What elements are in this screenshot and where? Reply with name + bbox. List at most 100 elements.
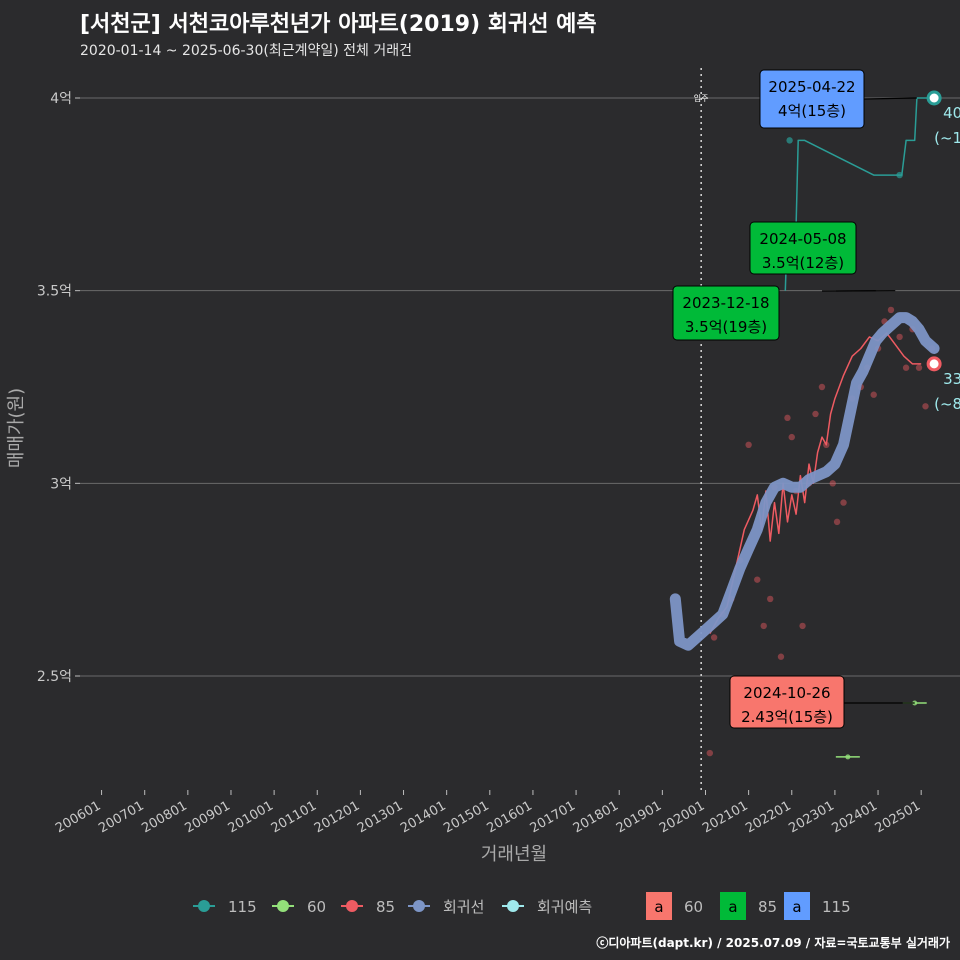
callout-value: 2.43억(15층): [741, 708, 833, 726]
data-point-85: [799, 622, 806, 630]
x-axis-label: 거래년월: [481, 844, 547, 865]
x-tick-label: 201501: [441, 798, 491, 836]
data-point-115: [896, 171, 903, 179]
data-point-85: [922, 403, 929, 410]
endpoint-layer: 40,000 (~115㎡) 33,063 (~85㎡): [926, 90, 960, 413]
y-tick-label: 4억: [50, 91, 72, 107]
callout-leader: [863, 97, 917, 100]
x-tick-label: 201601: [484, 798, 534, 836]
callout-value: 4억(15층): [778, 102, 846, 120]
legend-label: 115: [822, 898, 851, 916]
data-point-85: [760, 622, 767, 630]
endpoint-value-115: 40,000: [943, 104, 960, 122]
data-point-85: [710, 634, 718, 641]
data-point-85: [829, 480, 836, 487]
regression-line: [669, 312, 940, 651]
callout-box-60: [729, 675, 845, 729]
y-tick-label: 3.5억: [37, 284, 72, 300]
legend-label: 60: [684, 898, 703, 916]
x-axis-ticks: 2006012007012008012009012010012011012012…: [53, 790, 923, 836]
data-point-85: [833, 518, 841, 526]
data-point-85: [915, 364, 923, 371]
legend-point-swatch: [198, 900, 210, 912]
x-tick-label: 201101: [269, 798, 319, 836]
legend-point-swatch: [507, 900, 519, 912]
callout-value: 3.5억(19층): [685, 318, 767, 336]
legend-point-swatch: [413, 900, 425, 912]
endpoint-marker-85: [926, 356, 942, 372]
y-axis-label: 매매가(원): [6, 388, 27, 468]
data-point-85: [896, 333, 903, 341]
x-tick-label: 202501: [873, 798, 923, 836]
legend: 115 60 85 회귀선 회귀예측 a 60 a 85 a 115: [193, 892, 851, 920]
x-tick-label: 202001: [657, 798, 707, 836]
endpoint-value-85: 33,063: [943, 370, 960, 388]
data-point-85: [840, 499, 847, 506]
footer-credit: ⓒ디아파트(dapt.kr) / 2025.07.09 / 자료=국토교통부 실…: [596, 936, 950, 950]
endpoint-marker-115: [926, 90, 942, 106]
grid-lines: [80, 97, 960, 677]
x-tick-label: 200701: [96, 798, 146, 836]
data-point-85: [784, 414, 791, 422]
legend-label: 회귀예측: [537, 898, 592, 916]
series-layer: [669, 97, 940, 760]
data-point-85: [887, 306, 895, 314]
x-tick-label: 201901: [614, 798, 664, 836]
x-tick-label: 202101: [700, 798, 750, 836]
x-tick-label: 200901: [182, 798, 232, 836]
y-tick-label: 3억: [50, 476, 72, 492]
data-point-85: [812, 410, 819, 418]
legend-label: 회귀선: [443, 898, 484, 916]
y-axis-ticks: 2.5억 3억 3.5억 4억: [37, 91, 80, 685]
x-tick-label: 201701: [528, 798, 578, 836]
data-point-85: [777, 653, 785, 660]
callout-date: 2024-05-08: [759, 230, 846, 248]
legend-label: 85: [758, 898, 777, 916]
x-tick-label: 201301: [355, 798, 405, 836]
callout-value: 3.5억(12층): [762, 254, 844, 272]
legend-box-glyph: a: [728, 898, 737, 916]
x-tick-label: 202301: [786, 798, 836, 836]
legend-point-swatch: [277, 900, 289, 912]
data-point-85: [902, 364, 910, 371]
callout-layer: 2025-04-22 4억(15층) 2024-05-08 3.5억(12층) 2023…: [672, 69, 917, 729]
data-point-85: [754, 576, 761, 583]
x-tick-label: 201201: [312, 798, 362, 836]
data-point-85: [818, 383, 826, 391]
data-point-60: [845, 754, 851, 760]
legend-box-glyph: a: [792, 898, 801, 916]
move-in-marker: 입주: [694, 68, 709, 790]
callout-box-115: [759, 69, 865, 129]
legend-point-swatch: [346, 900, 358, 912]
chart-title: [서천군] 서천코아루천년가 아파트(2019) 회귀선 예측: [80, 12, 597, 37]
callout-date: 2025-04-22: [768, 78, 855, 96]
data-point-85: [766, 595, 774, 603]
move-in-label: 입주: [694, 94, 709, 103]
callout-date: 2024-10-26: [743, 684, 830, 702]
callout-date: 2023-12-18: [682, 294, 769, 312]
legend-box-swatch: [720, 892, 746, 920]
endpoint-area-85: (~85㎡): [934, 395, 960, 413]
endpoint-area-115: (~115㎡): [934, 129, 960, 147]
legend-label: 85: [376, 898, 395, 916]
legend-label: 115: [228, 898, 257, 916]
y-tick-label: 2.5억: [37, 669, 72, 685]
legend-label: 60: [307, 898, 326, 916]
chart-subtitle: 2020-01-14 ~ 2025-06-30(최근계약일) 전체 거래건: [80, 43, 412, 59]
x-tick-label: 202201: [743, 798, 793, 836]
legend-box-glyph: a: [654, 898, 663, 916]
data-point-85: [788, 433, 795, 441]
legend-box-swatch: [784, 892, 810, 920]
callout-box-85: [749, 221, 857, 275]
x-tick-label: 201801: [571, 798, 621, 836]
legend-box-swatch: [646, 892, 672, 920]
x-tick-label: 200801: [139, 798, 189, 836]
x-tick-label: 200601: [53, 798, 103, 836]
data-point-115: [786, 137, 793, 144]
x-tick-label: 201401: [398, 798, 448, 836]
x-tick-label: 202401: [830, 798, 880, 836]
data-point-85: [706, 749, 714, 757]
data-point-85: [745, 441, 752, 448]
data-point-85: [870, 391, 877, 398]
